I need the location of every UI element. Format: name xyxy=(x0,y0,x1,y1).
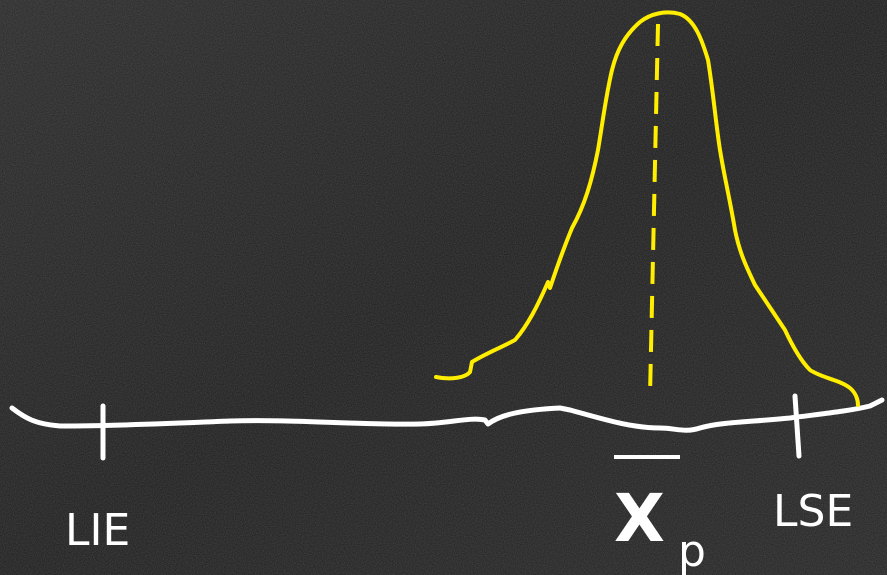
mean-subscript: p xyxy=(678,526,706,575)
upper-limit-label: LSE xyxy=(773,486,853,537)
lower-limit-label: LIE xyxy=(65,505,130,556)
upper-limit-tick xyxy=(792,393,802,459)
mean-label: X xyxy=(614,480,665,557)
mean-line xyxy=(648,23,660,397)
axis-line xyxy=(9,397,885,433)
distribution-curve xyxy=(434,10,860,407)
